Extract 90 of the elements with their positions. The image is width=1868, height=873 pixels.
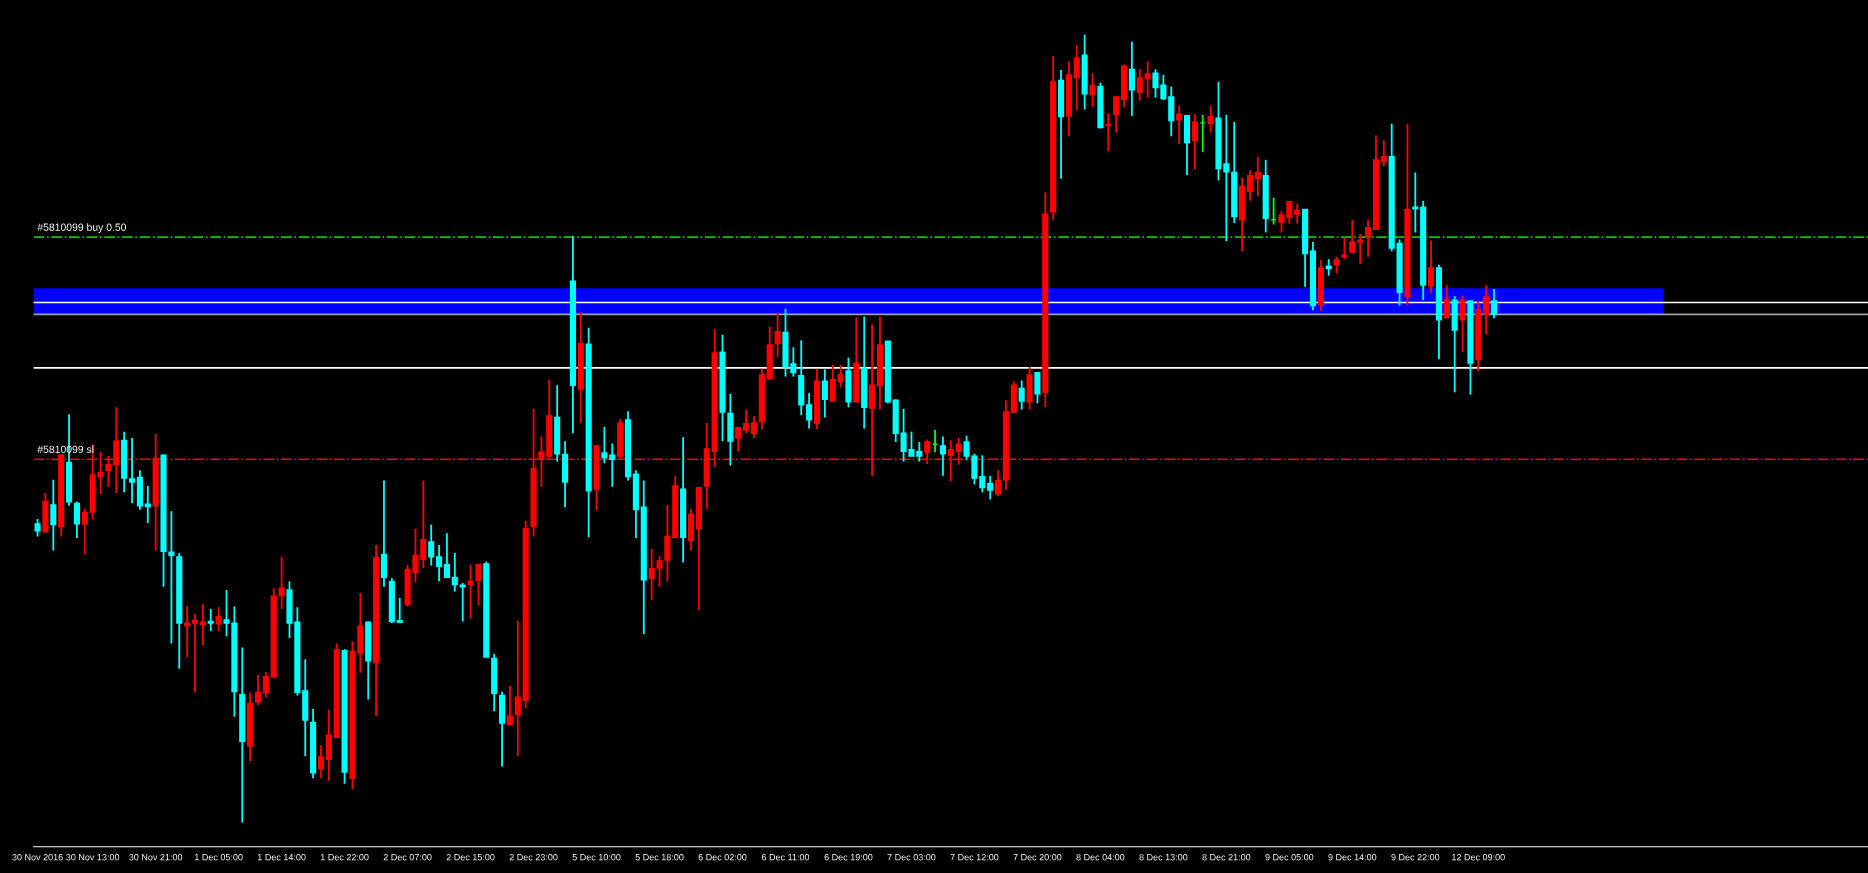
candlestick <box>81 507 88 556</box>
candlestick <box>451 552 458 593</box>
candlestick <box>73 500 80 539</box>
candlestick <box>278 556 285 610</box>
x-tick-label: 2 Dec 07:00 <box>383 853 432 861</box>
candlestick <box>514 619 521 758</box>
candlestick <box>262 671 269 699</box>
candlestick <box>750 415 758 439</box>
candlestick <box>467 563 474 620</box>
x-tick-label: 6 Dec 11:00 <box>761 853 810 861</box>
x-tick-label: 1 Dec 05:00 <box>194 853 243 861</box>
x-tick-label: 6 Dec 02:00 <box>698 853 747 861</box>
candlestick <box>939 435 946 477</box>
candlestick <box>743 408 750 435</box>
x-tick-label: 9 Dec 14:00 <box>1328 853 1377 861</box>
candlestick <box>128 437 136 505</box>
candlestick <box>506 685 513 726</box>
x-tick-label: 30 Nov 13:00 <box>66 853 120 861</box>
candlestick <box>601 426 608 465</box>
candlestick <box>1136 68 1143 102</box>
candlestick <box>207 608 214 632</box>
x-tick-label: 5 Dec 18:00 <box>635 853 684 861</box>
candlestick <box>1034 371 1041 405</box>
candlestick <box>317 744 325 780</box>
candlestick <box>1357 233 1364 265</box>
x-tick-label: 2 Dec 23:00 <box>509 853 558 861</box>
candlestick <box>806 392 813 430</box>
candlestick <box>380 479 388 588</box>
candlestick <box>168 510 175 645</box>
candlestick <box>1294 203 1301 225</box>
candlestick <box>184 604 191 658</box>
candlestick <box>1459 294 1466 354</box>
x-tick-label: 8 Dec 04:00 <box>1076 853 1125 861</box>
candlestick <box>979 454 986 494</box>
candlestick <box>994 469 1002 498</box>
candlestick <box>443 532 451 579</box>
candlestick <box>1246 169 1254 202</box>
candlestick <box>1176 104 1183 146</box>
candlestick <box>821 368 828 419</box>
candlestick <box>428 523 435 567</box>
candlestick <box>144 485 151 524</box>
candlestick <box>1073 43 1080 112</box>
x-tick-label: 30 Nov 2016 <box>12 853 63 861</box>
candlestick <box>735 426 742 453</box>
candlestick <box>436 544 443 583</box>
candlestick <box>1254 155 1261 198</box>
candlestick <box>829 363 836 402</box>
candlestick <box>1443 284 1450 320</box>
candlestick <box>1168 85 1175 138</box>
x-tick-label: 8 Dec 21:00 <box>1202 853 1251 861</box>
candlestick <box>1427 239 1435 294</box>
ref-line-label: #5810099 buy 0.50 <box>37 223 127 233</box>
candlestick <box>191 612 199 694</box>
candlestick <box>1483 284 1490 335</box>
candlestick <box>254 674 262 706</box>
x-tick-label: 30 Nov 21:00 <box>129 853 183 861</box>
x-tick-label: 9 Dec 05:00 <box>1265 853 1314 861</box>
x-tick-label: 2 Dec 15:00 <box>446 853 495 861</box>
candlestick <box>1191 113 1198 171</box>
candlestick <box>1144 60 1151 99</box>
candlestick <box>987 474 994 501</box>
candlestick <box>459 582 466 623</box>
x-tick-label: 6 Dec 19:00 <box>824 853 873 861</box>
x-tick-label: 7 Dec 20:00 <box>1013 853 1062 861</box>
candlestick <box>1089 72 1096 109</box>
candlestick <box>774 311 781 358</box>
x-tick-label: 12 Dec 09:00 <box>1452 853 1505 861</box>
candlestick <box>215 606 222 632</box>
candlestick <box>1349 218 1356 255</box>
candlestick <box>1105 112 1112 153</box>
candlestick <box>475 563 482 606</box>
candlestick <box>1018 379 1025 411</box>
x-tick-label: 1 Dec 14:00 <box>257 853 306 861</box>
candlestick <box>1128 40 1135 117</box>
candlestick <box>1380 139 1387 168</box>
candlestick <box>396 596 403 624</box>
candlestick <box>1113 95 1120 134</box>
x-tick-label: 8 Dec 13:00 <box>1139 853 1188 861</box>
candlestick <box>837 363 844 389</box>
x-tick-label: 5 Dec 10:00 <box>572 853 621 861</box>
candlestick <box>1490 288 1498 320</box>
x-tick-label: 7 Dec 03:00 <box>887 853 936 861</box>
x-tick-label: 1 Dec 22:00 <box>320 853 369 861</box>
candlestick <box>1412 171 1419 234</box>
candlestick <box>1207 104 1214 134</box>
candlestick <box>609 442 616 488</box>
candlestick <box>1365 218 1372 258</box>
candlestick <box>50 478 57 552</box>
x-tick-label: 9 Dec 22:00 <box>1391 853 1440 861</box>
x-tick-label: 7 Dec 12:00 <box>950 853 999 861</box>
